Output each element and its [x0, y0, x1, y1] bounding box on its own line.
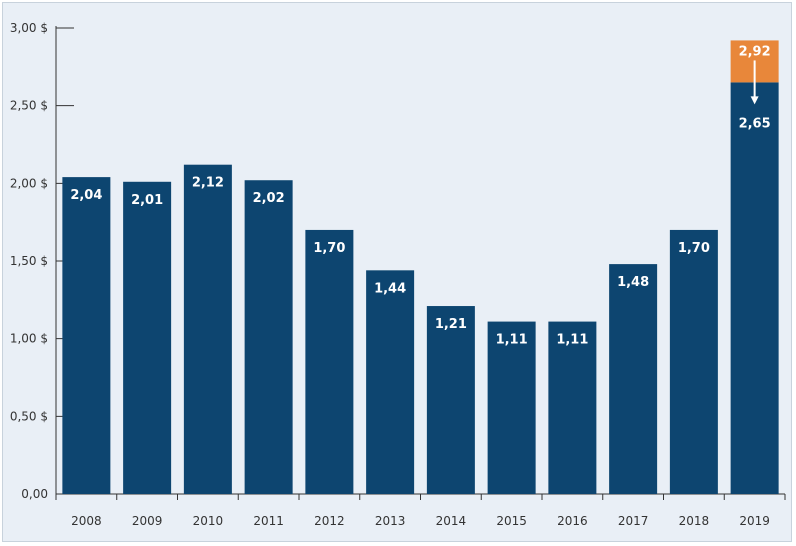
bar-2013 — [366, 270, 415, 494]
x-axis: 2008 2009 2010 2011 2012 2013 2014 2015 2016 2017… — [55, 493, 786, 528]
x-tick-label: 2011 — [253, 514, 284, 528]
bar-2014 — [426, 306, 475, 494]
bar-value-label: 1,70 — [678, 241, 710, 256]
bar-2010 — [183, 164, 232, 494]
y-tick-label: 1,50 $ — [10, 254, 48, 268]
bar-value-label: 2,01 — [131, 193, 163, 208]
bar-2017 — [609, 264, 658, 494]
arrow-head-icon — [750, 96, 759, 105]
bar-2008 — [62, 177, 111, 494]
bar-value-label: 2,65 — [739, 116, 771, 131]
x-tick-label: 2013 — [375, 514, 406, 528]
bar-value-label: 1,21 — [435, 317, 467, 332]
bar-2011 — [244, 180, 293, 494]
y-tick-label: 0,50 $ — [10, 409, 48, 423]
bar-value-label: 1,44 — [374, 281, 406, 296]
bar-value-label: 1,48 — [617, 275, 649, 290]
bars — [62, 40, 779, 494]
y-tick-label: 2,50 $ — [10, 99, 48, 113]
bar-value-label: 2,04 — [70, 188, 102, 203]
bar-value-label: 2,12 — [192, 176, 224, 191]
x-tick-label: 2015 — [496, 514, 527, 528]
bar-2016 — [548, 321, 597, 494]
y-tick-label: 1,00 $ — [10, 332, 48, 346]
bar-2018 — [669, 229, 718, 494]
extra-segment-label: 2,92 — [739, 44, 771, 59]
y-tick-label: 3,00 $ — [10, 21, 48, 35]
bar-labels: 2,04 2,01 2,12 2,02 1,70 1,44 1,21 1,11 1,11 1,48… — [70, 44, 770, 347]
x-tick-label: 2018 — [679, 514, 710, 528]
bar-2009 — [123, 181, 172, 494]
x-tick-label: 2014 — [436, 514, 467, 528]
x-tick-label: 2012 — [314, 514, 345, 528]
bar-value-label: 1,70 — [313, 241, 345, 256]
y-tick-label: 0,00 — [21, 487, 48, 501]
x-tick-label: 2008 — [71, 514, 102, 528]
bar-2012 — [305, 229, 354, 494]
x-tick-label: 2016 — [557, 514, 588, 528]
x-tick-label: 2009 — [132, 514, 163, 528]
bar-value-label: 1,11 — [556, 333, 588, 348]
bar-2015 — [487, 321, 536, 494]
x-tick-label: 2019 — [739, 514, 770, 528]
y-axis: 0,00 0,50 $ 1,00 $ 1,50 $ 2,00 $ 2,50 $ 3,00 $ — [10, 21, 74, 501]
x-tick-label: 2017 — [618, 514, 649, 528]
x-tick-label: 2010 — [193, 514, 224, 528]
bar-value-label: 1,11 — [496, 333, 528, 348]
bar-2019 — [730, 82, 779, 494]
bar-value-label: 2,02 — [253, 191, 285, 206]
y-tick-label: 2,00 $ — [10, 176, 48, 190]
